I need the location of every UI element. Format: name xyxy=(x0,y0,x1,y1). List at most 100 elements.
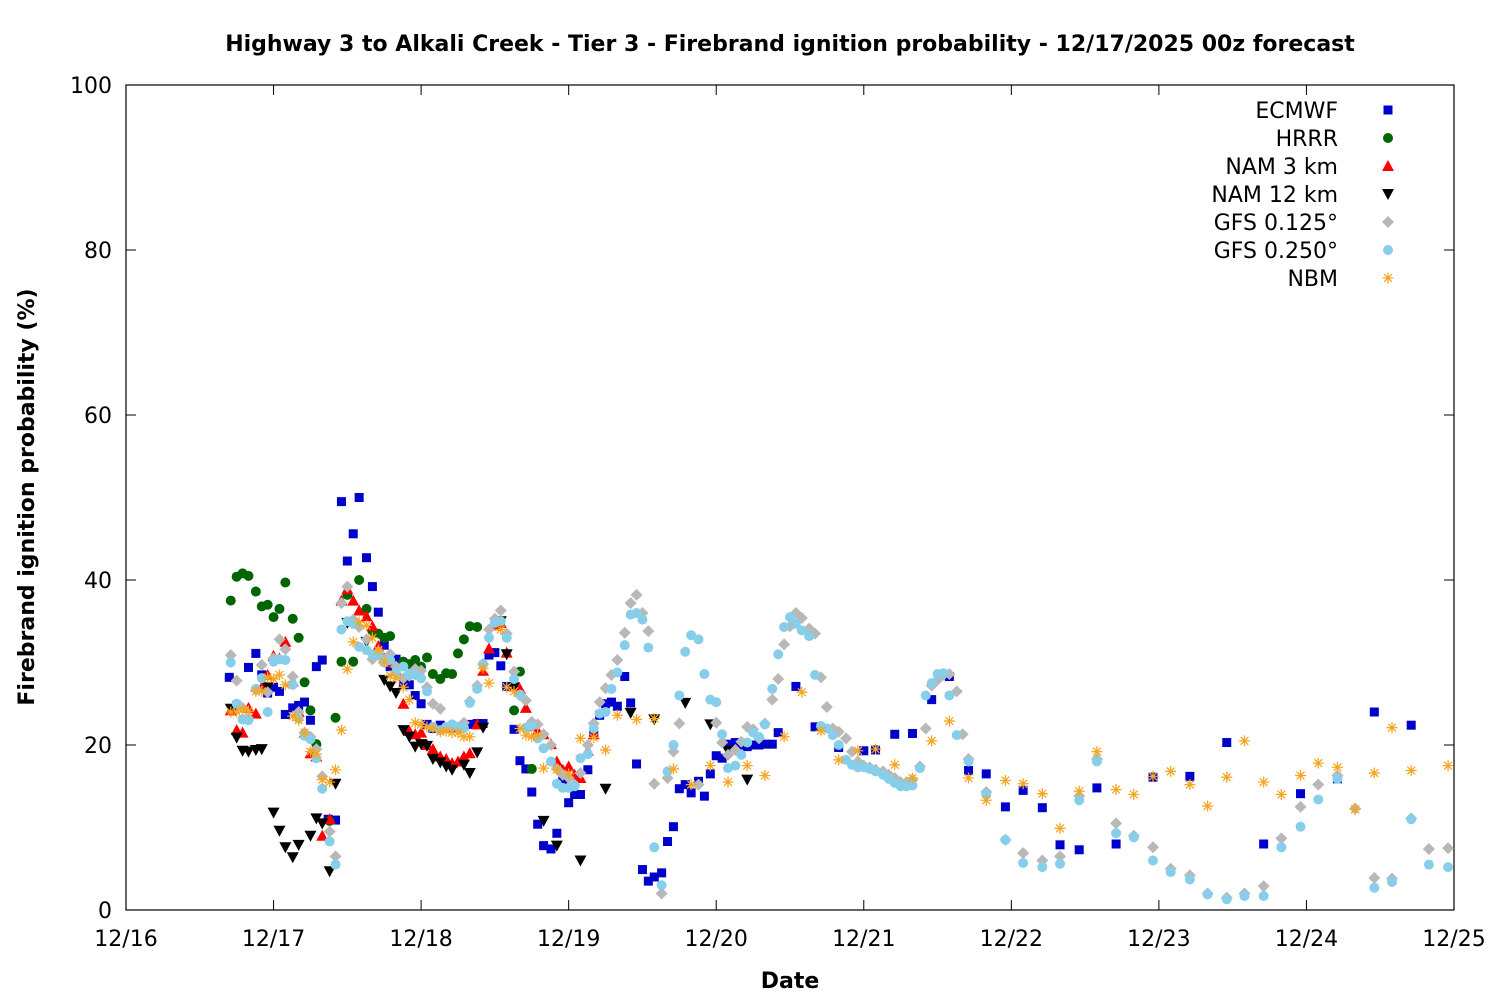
data-point xyxy=(427,669,438,680)
data-point xyxy=(341,663,353,675)
data-point xyxy=(465,719,475,729)
data-point xyxy=(421,721,433,733)
data-point xyxy=(251,648,261,658)
data-point xyxy=(632,759,642,769)
data-point xyxy=(440,761,453,773)
data-point xyxy=(1222,738,1232,748)
series-nbm xyxy=(225,616,1454,834)
data-point xyxy=(833,754,845,766)
data-point xyxy=(323,813,336,825)
data-point xyxy=(256,685,268,697)
data-point xyxy=(760,739,770,749)
legend-marker xyxy=(1383,245,1393,255)
data-point xyxy=(1185,771,1195,781)
data-point xyxy=(1368,767,1380,779)
data-point xyxy=(667,763,679,775)
data-point xyxy=(1238,735,1250,747)
data-point xyxy=(495,624,507,635)
data-point xyxy=(347,636,359,648)
data-point xyxy=(457,750,470,762)
data-point xyxy=(717,729,728,740)
data-point xyxy=(1349,803,1361,815)
data-point xyxy=(446,727,458,739)
data-point xyxy=(317,655,327,665)
data-point xyxy=(410,655,421,666)
data-point xyxy=(1295,821,1306,832)
data-point xyxy=(1054,822,1066,834)
x-tick-label: 12/16 xyxy=(94,927,157,952)
data-point xyxy=(242,746,255,758)
data-point xyxy=(353,604,366,616)
data-point xyxy=(1259,839,1269,849)
data-point xyxy=(354,493,364,502)
data-point xyxy=(354,575,365,585)
data-point xyxy=(1295,770,1307,782)
data-point xyxy=(716,736,729,749)
data-point xyxy=(773,649,784,660)
data-point xyxy=(483,677,495,689)
legend: ECMWF HRRR NAM 3 km NAM 12 km GFS 0.125° GFS … xyxy=(1211,99,1394,292)
data-point xyxy=(1037,803,1047,813)
data-point xyxy=(316,829,329,841)
data-point xyxy=(509,674,520,684)
data-point xyxy=(434,726,446,738)
data-point xyxy=(360,633,373,646)
data-point xyxy=(722,748,735,761)
data-point xyxy=(342,556,352,566)
data-point xyxy=(593,696,606,709)
data-point xyxy=(230,674,243,687)
data-point xyxy=(310,813,323,825)
data-point xyxy=(796,625,807,636)
data-point xyxy=(926,678,937,689)
data-point xyxy=(920,690,931,701)
legend-label: GFS 0.125° xyxy=(1214,211,1338,236)
data-point xyxy=(1147,770,1159,782)
data-point xyxy=(1110,817,1123,830)
data-point xyxy=(649,842,660,853)
data-point xyxy=(810,669,821,680)
y-tick-label: 0 xyxy=(98,899,112,924)
data-point xyxy=(398,661,409,672)
data-point xyxy=(509,705,520,716)
data-point xyxy=(723,739,733,749)
data-point xyxy=(754,731,765,742)
data-point xyxy=(704,760,716,772)
data-point xyxy=(397,725,410,737)
data-point xyxy=(1000,802,1010,812)
legend-marker xyxy=(1383,133,1393,143)
y-tick-label: 60 xyxy=(84,404,112,429)
data-point xyxy=(624,707,637,719)
data-point xyxy=(484,650,494,660)
data-point xyxy=(692,778,705,791)
data-point xyxy=(527,787,537,797)
data-point xyxy=(300,697,310,707)
data-point xyxy=(611,654,624,667)
data-point xyxy=(482,642,495,654)
data-point xyxy=(551,764,563,776)
series-gfs-0-250 xyxy=(225,608,1454,905)
data-point xyxy=(521,764,531,774)
data-point xyxy=(268,612,279,623)
data-point xyxy=(944,690,955,701)
data-point xyxy=(575,753,586,764)
series-nam-12-km xyxy=(224,616,754,878)
data-point xyxy=(631,713,643,725)
data-point xyxy=(779,622,790,633)
data-point xyxy=(458,634,469,645)
data-point xyxy=(403,731,416,743)
data-point xyxy=(329,850,342,863)
data-point xyxy=(679,697,692,709)
data-point xyxy=(552,828,562,838)
data-point xyxy=(741,760,753,772)
data-point xyxy=(772,673,785,685)
data-point xyxy=(330,859,341,870)
data-point xyxy=(1258,890,1269,901)
data-point xyxy=(827,730,838,741)
chart-title: Highway 3 to Alkali Creek - Tier 3 - Fir… xyxy=(225,32,1355,57)
plot-frame xyxy=(125,84,1455,911)
data-point xyxy=(643,642,654,653)
data-point xyxy=(280,709,290,719)
data-point xyxy=(225,595,236,606)
x-tick-label: 12/21 xyxy=(832,927,895,952)
data-point xyxy=(514,723,526,734)
